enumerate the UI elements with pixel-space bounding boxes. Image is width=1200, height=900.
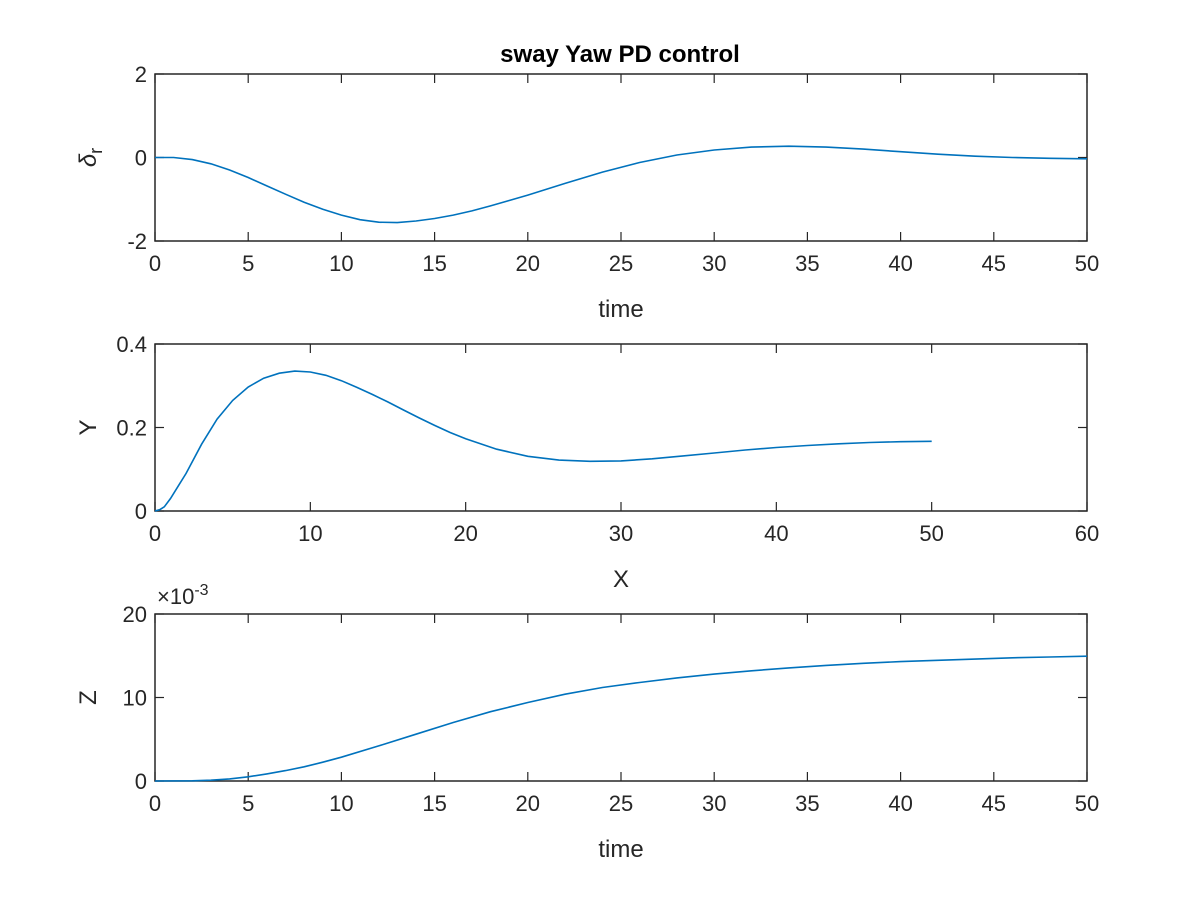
x-axis-label: X — [613, 566, 629, 593]
x-tick-label: 20 — [453, 521, 477, 546]
x-tick-label: 0 — [149, 521, 161, 546]
x-tick-label: 35 — [795, 251, 819, 276]
x-tick-label: 45 — [982, 251, 1006, 276]
series-line-2 — [154, 370, 932, 512]
x-tick-label: 10 — [329, 791, 353, 816]
plot-area-3 — [154, 613, 1088, 782]
x-tick-label: 0 — [149, 791, 161, 816]
x-tick-label: 10 — [298, 521, 322, 546]
y-tick-label: 10 — [123, 686, 147, 711]
x-axis-label: time — [598, 836, 643, 863]
x-tick-label: 50 — [1075, 791, 1099, 816]
y-axis-label: Y — [75, 419, 102, 435]
subplot-2: 0 10 20 30 40 50 60 0 0.2 0.4 X Y — [75, 332, 1099, 593]
y-tick-label: 0.4 — [116, 332, 147, 357]
subplot-3: 0 5 10 15 20 25 30 35 40 45 50 0 10 20 time Z ×10-3 — [75, 582, 1099, 863]
plot-area-2 — [154, 343, 1088, 512]
x-tick-label: 50 — [1075, 251, 1099, 276]
y-exponent-label: ×10-3 — [157, 582, 209, 609]
y-axis-label: δr — [75, 148, 106, 167]
x-tick-label: 5 — [242, 791, 254, 816]
plot-area-1 — [154, 73, 1088, 242]
x-tick-label: 50 — [919, 521, 943, 546]
x-tick-label: 20 — [516, 251, 540, 276]
figure-title: sway Yaw PD control — [500, 41, 740, 68]
x-axis-label: time — [598, 296, 643, 323]
x-tick-label: 30 — [702, 791, 726, 816]
x-tick-label: 5 — [242, 251, 254, 276]
series-line-1 — [155, 145, 1088, 224]
y-tick-label: 0 — [135, 146, 147, 171]
series-line-3 — [154, 655, 1088, 782]
x-tick-label: 25 — [609, 251, 633, 276]
y-tick-label: 0.2 — [116, 416, 147, 441]
x-tick-label: 20 — [516, 791, 540, 816]
y-tick-label: 2 — [135, 62, 147, 87]
x-tick-label: 40 — [888, 251, 912, 276]
x-tick-label: 35 — [795, 791, 819, 816]
x-tick-label: 30 — [702, 251, 726, 276]
x-tick-label: 60 — [1075, 521, 1099, 546]
y-tick-label: -2 — [127, 229, 147, 254]
x-tick-label: 15 — [422, 791, 446, 816]
y-tick-label: 20 — [123, 602, 147, 627]
x-tick-label: 30 — [609, 521, 633, 546]
y-axis-label: Z — [75, 690, 102, 705]
x-tick-label: 40 — [888, 791, 912, 816]
x-tick-label: 0 — [149, 251, 161, 276]
x-tick-label: 10 — [329, 251, 353, 276]
x-tick-label: 40 — [764, 521, 788, 546]
y-tick-label: 0 — [135, 769, 147, 794]
x-tick-label: 45 — [982, 791, 1006, 816]
x-tick-label: 15 — [422, 251, 446, 276]
y-tick-label: 0 — [135, 499, 147, 524]
x-tick-label: 25 — [609, 791, 633, 816]
